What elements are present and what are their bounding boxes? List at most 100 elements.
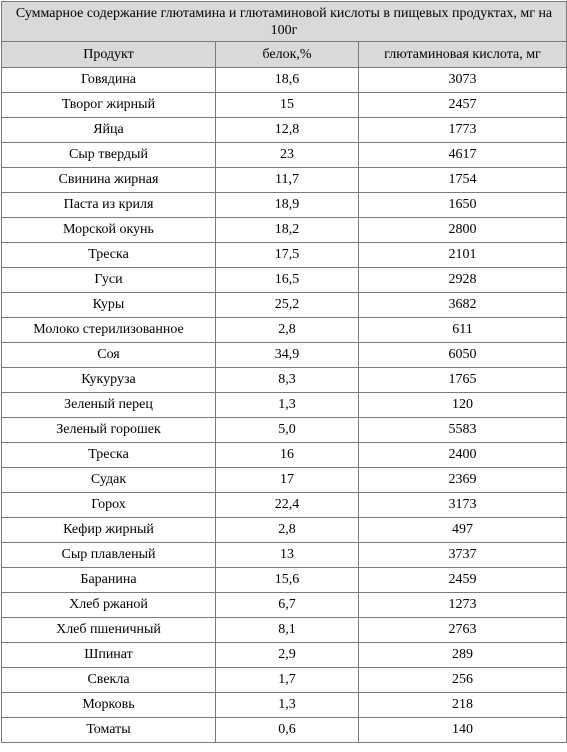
protein-cell: 18,2	[215, 217, 359, 243]
protein-cell: 15,6	[215, 567, 359, 593]
table-row: Томаты 0,6 140	[1, 717, 567, 743]
glutamic-acid-cell: 140	[358, 717, 567, 743]
glutamic-acid-cell: 256	[358, 667, 567, 693]
glutamic-acid-cell: 2800	[358, 217, 567, 243]
table-row: Свекла 1,7 256	[1, 667, 567, 693]
product-cell: Свинина жирная	[1, 167, 216, 193]
protein-cell: 17	[215, 467, 359, 493]
table-row: Говядина 18,6 3073	[1, 67, 567, 93]
glutamic-acid-cell: 5583	[358, 417, 567, 443]
product-cell: Зеленый перец	[1, 392, 216, 418]
table-row: Кукуруза 8,3 1765	[1, 367, 567, 393]
table-row: Паста из криля 18,9 1650	[1, 192, 567, 218]
glutamic-acid-cell: 1650	[358, 192, 567, 218]
protein-cell: 1,7	[215, 667, 359, 693]
table-row: Морковь 1,3 218	[1, 692, 567, 718]
protein-cell: 12,8	[215, 117, 359, 143]
product-cell: Куры	[1, 292, 216, 318]
table-row: Хлеб ржаной 6,7 1273	[1, 592, 567, 618]
protein-cell: 2,9	[215, 642, 359, 668]
protein-cell: 16,5	[215, 267, 359, 293]
product-cell: Судак	[1, 467, 216, 493]
table-row: Треска 17,5 2101	[1, 242, 567, 268]
table-row: Молоко стерилизованное 2,8 611	[1, 317, 567, 343]
table-row: Гуси 16,5 2928	[1, 267, 567, 293]
product-cell: Морковь	[1, 692, 216, 718]
product-cell: Треска	[1, 242, 216, 268]
table-row: Зеленый горошек 5,0 5583	[1, 417, 567, 443]
protein-cell: 22,4	[215, 492, 359, 518]
product-cell: Кефир жирный	[1, 517, 216, 543]
protein-cell: 13	[215, 542, 359, 568]
table-body: Говядина 18,6 3073 Творог жирный 15 2457 Яйца 1…	[1, 67, 567, 743]
glutamic-acid-cell: 1765	[358, 367, 567, 393]
protein-cell: 2,8	[215, 517, 359, 543]
product-cell: Говядина	[1, 67, 216, 93]
protein-cell: 5,0	[215, 417, 359, 443]
protein-cell: 34,9	[215, 342, 359, 368]
protein-cell: 16	[215, 442, 359, 468]
product-cell: Кукуруза	[1, 367, 216, 393]
table-row: Соя 34,9 6050	[1, 342, 567, 368]
table-row: Куры 25,2 3682	[1, 292, 567, 318]
product-cell: Сыр твердый	[1, 142, 216, 168]
product-cell: Хлеб пшеничный	[1, 617, 216, 643]
column-header-protein: белок,%	[215, 41, 359, 68]
table-row: Баранина 15,6 2459	[1, 567, 567, 593]
table-row: Свинина жирная 11,7 1754	[1, 167, 567, 193]
product-cell: Соя	[1, 342, 216, 368]
table-row: Морской окунь 18,2 2800	[1, 217, 567, 243]
protein-cell: 1,3	[215, 692, 359, 718]
table-row: Горох 22,4 3173	[1, 492, 567, 518]
product-cell: Свекла	[1, 667, 216, 693]
glutamic-acid-cell: 2928	[358, 267, 567, 293]
protein-cell: 17,5	[215, 242, 359, 268]
protein-cell: 0,6	[215, 717, 359, 743]
glutamic-acid-cell: 2369	[358, 467, 567, 493]
table-row: Хлеб пшеничный 8,1 2763	[1, 617, 567, 643]
product-cell: Томаты	[1, 717, 216, 743]
protein-cell: 2,8	[215, 317, 359, 343]
product-cell: Творог жирный	[1, 92, 216, 118]
product-cell: Шпинат	[1, 642, 216, 668]
glutamic-acid-cell: 3682	[358, 292, 567, 318]
product-cell: Молоко стерилизованное	[1, 317, 216, 343]
product-cell: Гуси	[1, 267, 216, 293]
glutamic-acid-cell: 2101	[358, 242, 567, 268]
product-cell: Яйца	[1, 117, 216, 143]
table-row: Зеленый перец 1,3 120	[1, 392, 567, 418]
table-row: Творог жирный 15 2457	[1, 92, 567, 118]
glutamic-acid-cell: 3073	[358, 67, 567, 93]
glutamic-acid-cell: 6050	[358, 342, 567, 368]
protein-cell: 15	[215, 92, 359, 118]
glutamic-acid-cell: 2763	[358, 617, 567, 643]
protein-cell: 11,7	[215, 167, 359, 193]
product-cell: Треска	[1, 442, 216, 468]
glutamic-acid-cell: 3173	[358, 492, 567, 518]
table-row: Судак 17 2369	[1, 467, 567, 493]
glutamic-acid-cell: 289	[358, 642, 567, 668]
glutamic-acid-cell: 218	[358, 692, 567, 718]
table-row: Яйца 12,8 1773	[1, 117, 567, 143]
protein-cell: 23	[215, 142, 359, 168]
protein-cell: 6,7	[215, 592, 359, 618]
glutamic-acid-cell: 3737	[358, 542, 567, 568]
glutamic-acid-cell: 2457	[358, 92, 567, 118]
glutamic-acid-cell: 1273	[358, 592, 567, 618]
product-cell: Морской окунь	[1, 217, 216, 243]
glutamic-acid-cell: 497	[358, 517, 567, 543]
product-cell: Сыр плавленый	[1, 542, 216, 568]
table-title: Суммарное содержание глютамина и глютами…	[1, 1, 567, 42]
glutamic-acid-cell: 611	[358, 317, 567, 343]
column-header-product: Продукт	[1, 41, 216, 68]
glutamic-acid-cell: 2400	[358, 442, 567, 468]
product-cell: Баранина	[1, 567, 216, 593]
table-row: Сыр плавленый 13 3737	[1, 542, 567, 568]
protein-cell: 8,3	[215, 367, 359, 393]
protein-cell: 18,9	[215, 192, 359, 218]
header-row: Продукт белок,% глютаминовая кислота, мг	[1, 41, 567, 68]
protein-cell: 25,2	[215, 292, 359, 318]
table-row: Шпинат 2,9 289	[1, 642, 567, 668]
